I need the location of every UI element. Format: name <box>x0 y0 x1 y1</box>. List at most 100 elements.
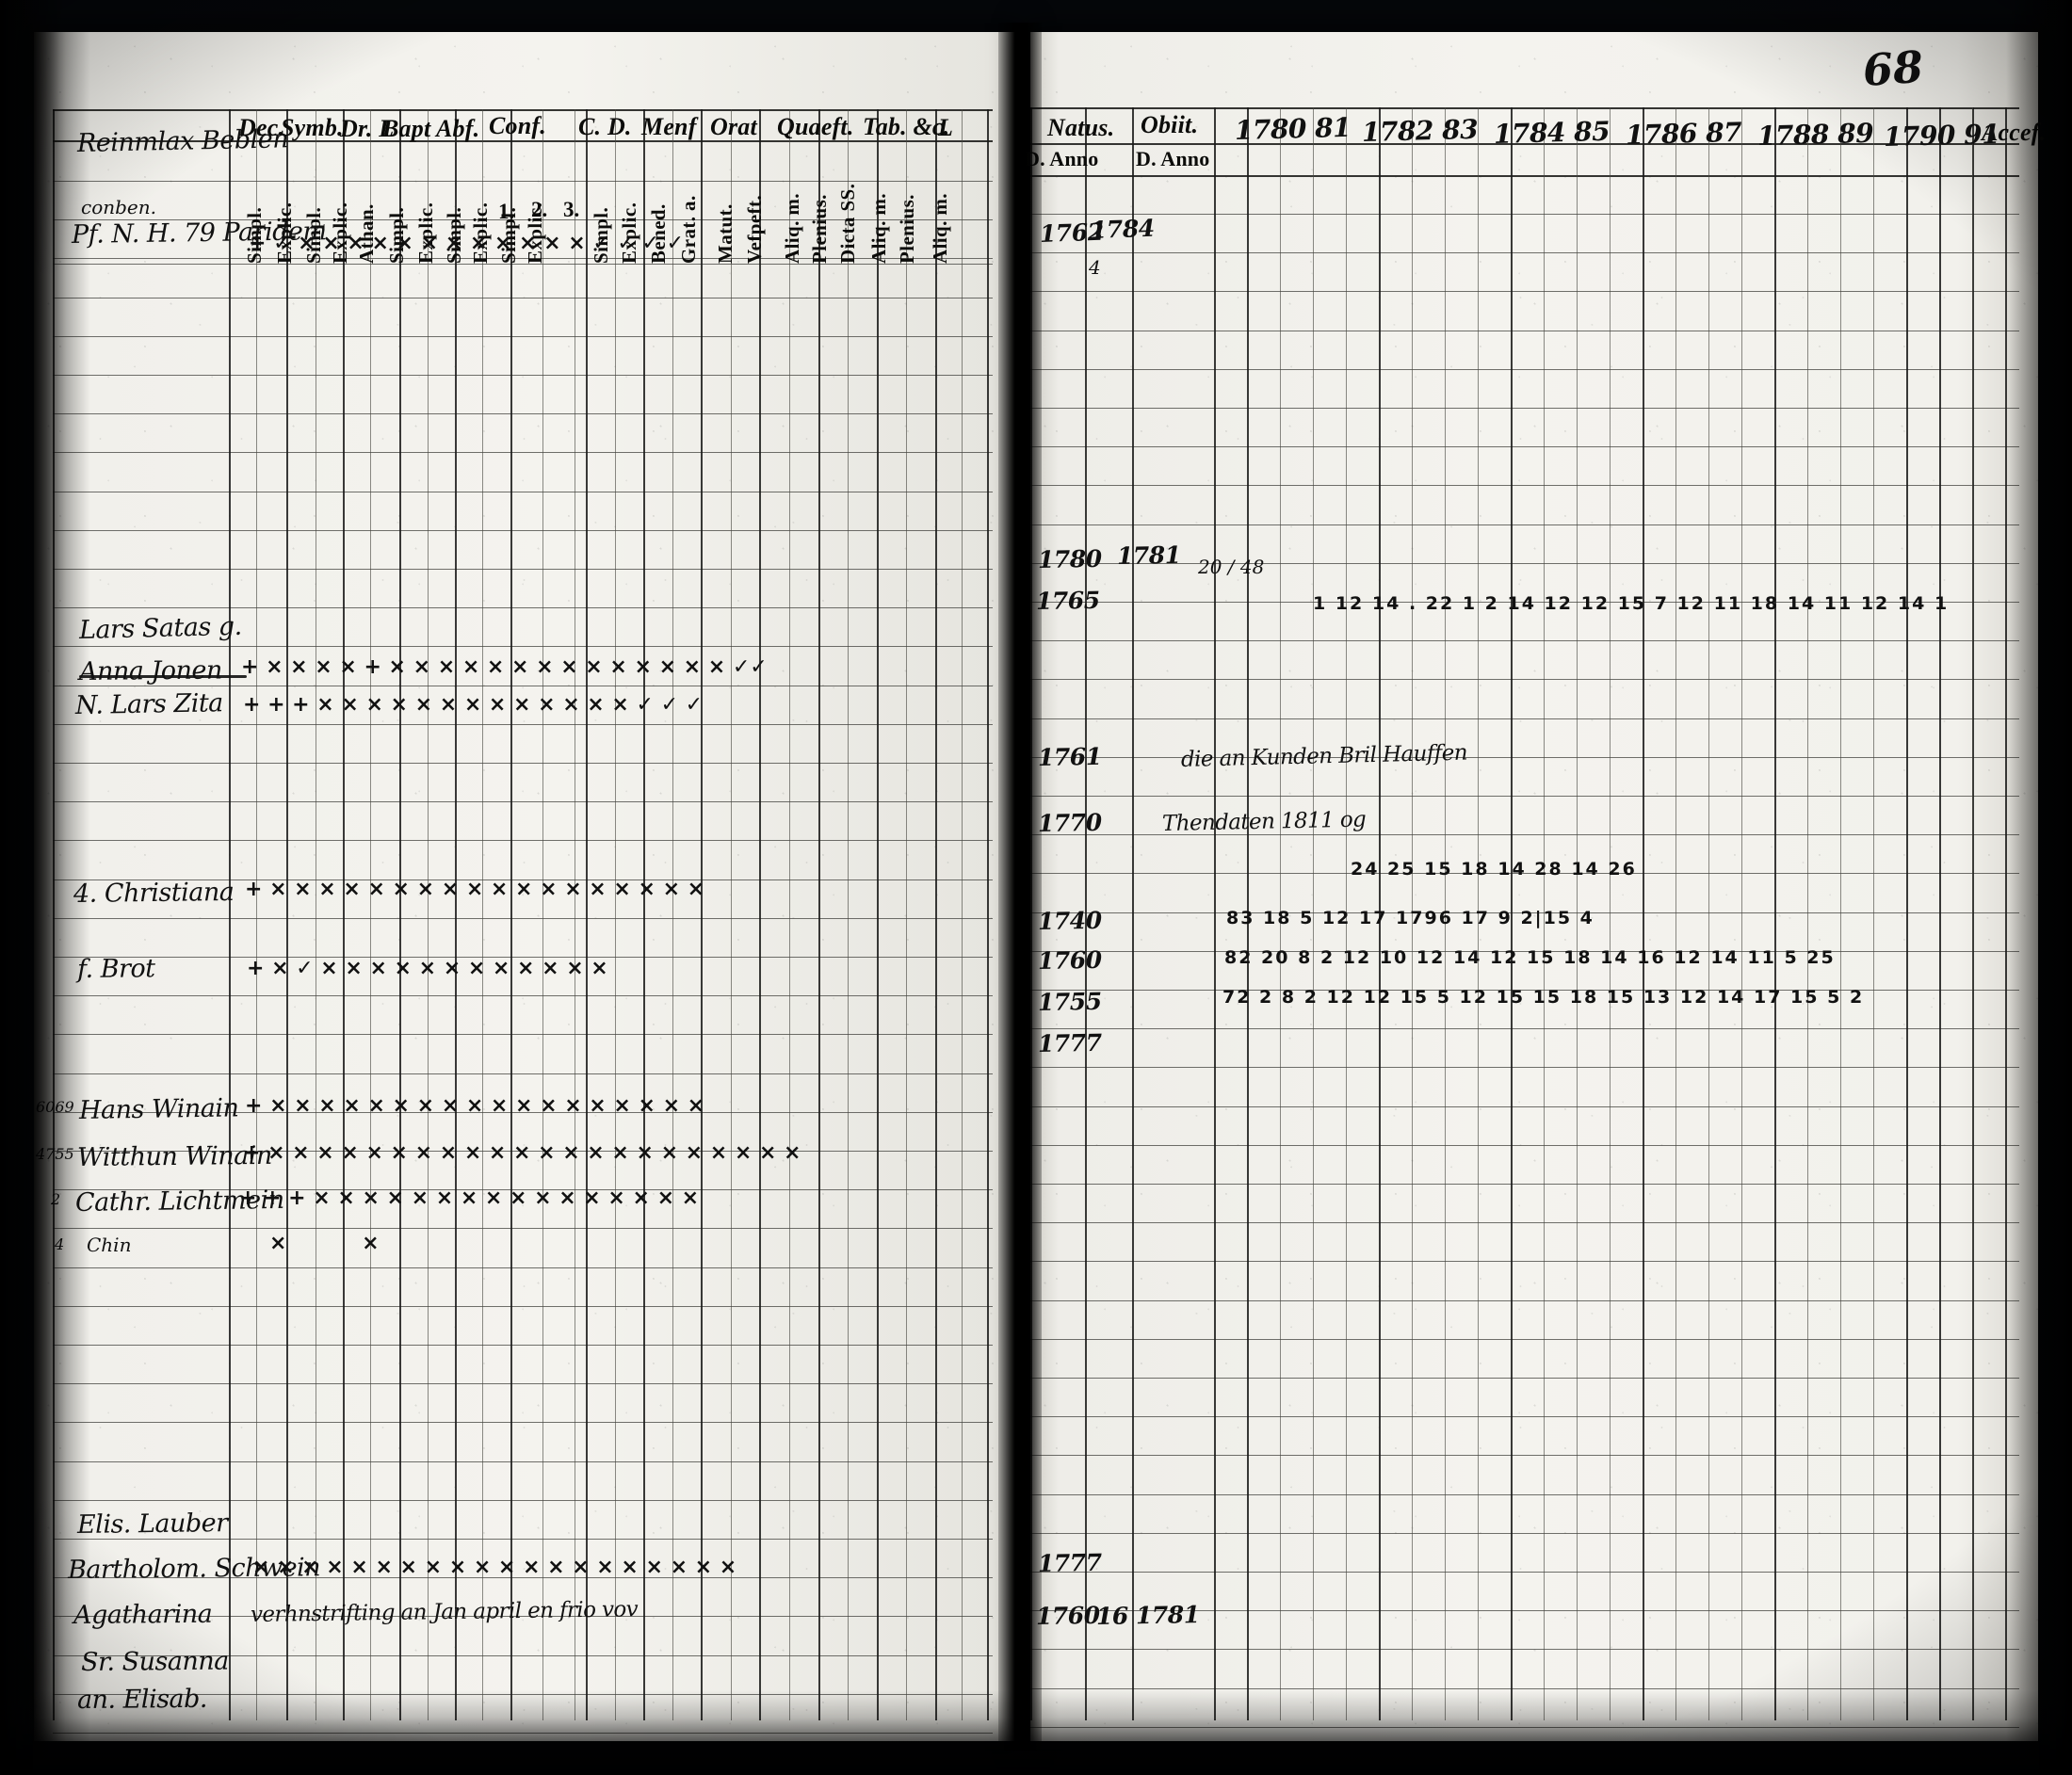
column-header-year-1790-91: 1790 91 <box>1883 118 2000 153</box>
entry-name-1: conben. <box>81 196 156 218</box>
horizontal-rule <box>53 1460 993 1462</box>
subheader-tab-aliq: Aliq. m. <box>867 193 890 264</box>
horizontal-rule <box>1030 796 2019 797</box>
column-header-year-1780-81: 1780 81 <box>1234 111 1352 146</box>
row-natus-5: 1740 <box>1037 906 1102 935</box>
vertical-rule <box>615 109 616 1720</box>
tally-marks-row-1: + × × × × + × × × × × × × × × × × × × × … <box>241 655 768 679</box>
entry-name-6: 4. Christiana <box>73 877 235 909</box>
horizontal-rule <box>53 840 993 842</box>
row-natus-9: 1777 <box>1037 1548 1102 1577</box>
year-tally-block-c: 72 2 8 2 12 12 15 5 12 15 15 18 15 13 12… <box>1222 987 1865 1008</box>
column-header-l: L <box>938 114 954 141</box>
row-natus-2: 1765 <box>1035 586 1100 615</box>
tally-marks-row-7: + + + × × × × × × × × × × × × × × × × <box>239 1186 700 1210</box>
horizontal-rule <box>53 1733 993 1734</box>
vertical-rule <box>672 109 673 1720</box>
right-page-rule-grid <box>1030 32 2038 1741</box>
vertical-rule <box>906 109 907 1720</box>
entry-name-0: Reinmlax Beblen <box>76 124 289 158</box>
year-tally-block-b: 82 20 8 2 12 10 12 14 12 15 18 14 16 12 … <box>1224 947 1836 968</box>
vertical-rule <box>877 109 879 1720</box>
horizontal-rule <box>53 1228 993 1230</box>
horizontal-rule <box>1030 485 2019 487</box>
row-natus-6: 1760 <box>1037 945 1102 975</box>
horizontal-rule <box>1030 252 2019 254</box>
subheader-tab-plenius: Plenius. <box>896 194 918 264</box>
column-header-symb: Symb. <box>281 114 344 141</box>
tally-marks-row-4: + × ✓ × × × × × × × × × × × × <box>247 957 608 980</box>
vertical-rule <box>987 109 989 1720</box>
tally-marks-row-0: + ✓ × × × × × × × × × × × × ✓ ✓ ✓ ✓ <box>249 232 685 255</box>
vertical-rule <box>586 109 588 1720</box>
horizontal-rule <box>1030 679 2019 681</box>
horizontal-rule <box>53 1034 993 1036</box>
horizontal-rule <box>53 529 993 531</box>
tally-marks-row-3: + × × × × × × × × × × × × × × × × × × <box>245 878 705 901</box>
vertical-rule <box>1873 107 1874 1720</box>
column-header-year-1782-83: 1782 83 <box>1361 113 1479 148</box>
horizontal-rule <box>1030 214 2019 215</box>
horizontal-rule <box>53 646 993 648</box>
horizontal-rule <box>53 413 993 415</box>
row-obiit-10: 16 1781 <box>1095 1601 1200 1630</box>
vertical-rule <box>428 109 429 1720</box>
horizontal-rule <box>53 1422 993 1424</box>
vertical-rule <box>1675 107 1676 1720</box>
horizontal-rule <box>53 917 993 919</box>
horizontal-rule <box>1030 1067 2019 1069</box>
vertical-rule <box>643 109 645 1720</box>
page-number: 68 <box>1861 40 1925 96</box>
vertical-rule <box>1807 107 1808 1720</box>
entry-name-5: N. Lars Zita <box>74 688 224 720</box>
horizontal-rule <box>53 723 993 725</box>
vertical-rule <box>510 109 512 1720</box>
subheader-orat-vespert: Vefpeft. <box>743 195 766 264</box>
horizontal-rule <box>53 452 993 454</box>
entry-name-12: Elis. Lauber <box>76 1509 228 1540</box>
vertical-rule <box>935 109 937 1720</box>
vertical-rule <box>256 109 257 1720</box>
horizontal-rule <box>1030 107 2019 109</box>
row-natus-7: 1755 <box>1037 987 1102 1016</box>
column-header-obiit: Obiit. <box>1141 111 1199 138</box>
horizontal-rule <box>53 1073 993 1074</box>
horizontal-rule <box>1030 291 2019 293</box>
vertical-rule <box>1643 107 1644 1720</box>
vertical-rule <box>731 109 732 1720</box>
horizontal-rule <box>1030 1455 2019 1457</box>
column-header-menf: Menf <box>641 113 697 140</box>
horizontal-rule <box>53 1383 993 1385</box>
column-header-quaest: Quaeft. <box>777 113 854 140</box>
row-obiit-0: 1784 <box>1090 214 1156 244</box>
horizontal-rule <box>53 264 993 265</box>
tally-marks-row-2: + + + × × × × × × × × × × × × × ✓ ✓ ✓ <box>243 693 704 717</box>
vertical-rule <box>962 109 963 1720</box>
vertical-rule <box>789 109 790 1720</box>
tally-marks-row-9: × × × × × × × × × × × × × × × × × × × × <box>252 1556 737 1579</box>
horizontal-rule <box>53 1305 993 1307</box>
vertical-rule <box>229 109 231 1720</box>
vertical-rule <box>1214 107 1216 1720</box>
vertical-rule <box>1741 107 1742 1720</box>
entry-name-11: Chin <box>87 1234 132 1256</box>
column-header-year-1786-87: 1786 87 <box>1625 116 1742 151</box>
entry-strikethrough <box>79 675 247 678</box>
vertical-rule <box>1132 107 1134 1720</box>
vertical-rule <box>53 109 55 1720</box>
vertical-rule <box>1708 107 1709 1720</box>
row-extra-0: 4 <box>1089 256 1101 279</box>
horizontal-rule <box>53 607 993 609</box>
horizontal-rule <box>53 1499 993 1501</box>
horizontal-rule <box>1030 1493 2019 1495</box>
horizontal-rule <box>1030 368 2019 370</box>
horizontal-rule <box>53 763 993 764</box>
tally-marks-row-6: + × × × × × × × × × × × × × × × × × × × … <box>243 1141 801 1165</box>
column-header-year-1784-85: 1784 85 <box>1493 115 1611 150</box>
horizontal-rule <box>1030 1299 2019 1301</box>
horizontal-rule <box>53 375 993 376</box>
vertical-rule <box>482 109 483 1720</box>
subheader-conf-1: 1. <box>498 200 515 223</box>
row-natus-10: 1760 <box>1035 1601 1100 1630</box>
horizontal-rule <box>1030 1726 2019 1728</box>
